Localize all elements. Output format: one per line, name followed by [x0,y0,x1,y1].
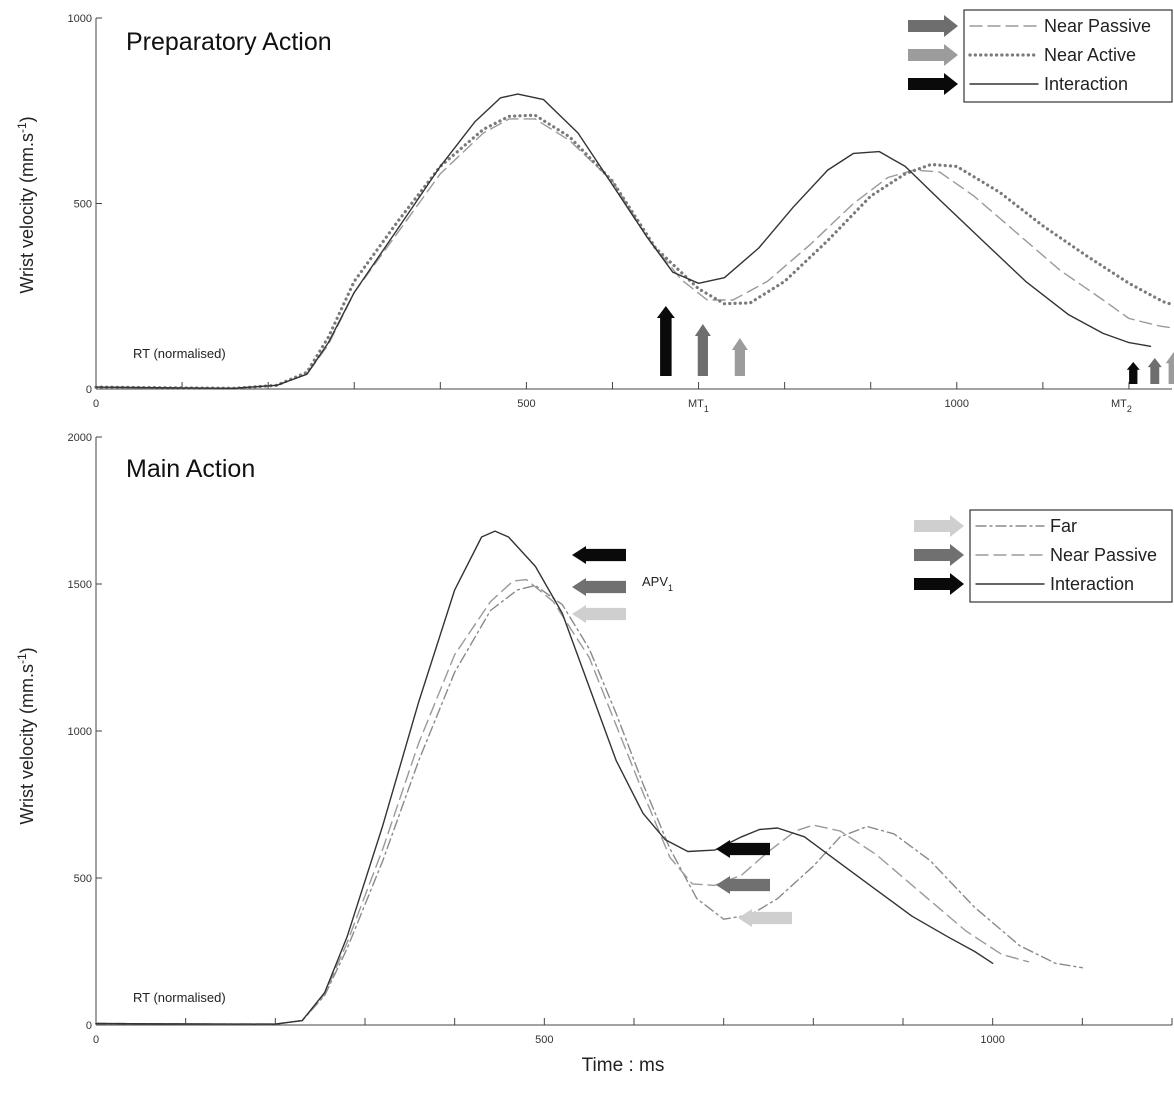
legend-top: Near Passive Near Active Interaction [908,9,1173,103]
y-tick-label: 1500 [68,579,92,591]
chart-main-action: Main Action Wrist velocity (mm.s-1) RT (… [15,432,1173,1046]
y-tick-label: 0 [86,1020,92,1032]
y-tick-label: 500 [74,199,92,211]
chart-preparatory-action: Preparatory Action Wrist velocity (mm.s-… [15,9,1174,414]
mt1-tick-label: MT1 [688,398,709,414]
x-tick-label: 500 [517,398,535,410]
mt2-arrow-near-passive [1147,358,1162,384]
mt2-arrow-near-active [1165,352,1174,384]
apv1-arrow-interaction [572,546,626,564]
legend-arrow-near-passive [908,15,958,37]
mt2-tick-label: MT2 [1111,398,1132,414]
series-line-interaction [95,530,994,1025]
legend-arrow-near-passive [914,544,964,566]
series-line-near-passive [95,578,1030,1025]
mt2-arrow-interaction [1126,362,1140,384]
mt1-arrow-interaction [656,306,675,376]
legend-arrow-near-active [908,44,958,66]
x-tick-label: 0 [93,398,99,410]
apv1-arrow-near-passive [572,578,626,596]
chart-title-main: Main Action [126,455,255,483]
legend-label-near-passive: Near Passive [1044,16,1151,36]
series-line-near-active [94,113,1174,390]
legend-arrow-interaction [908,73,958,95]
x-axis-label: Time : ms [582,1055,665,1076]
apv1-arrow-far [572,605,626,623]
apv2-arrow-interaction [716,840,770,858]
y-tick-label: 1000 [68,726,92,738]
x-tick-label: 0 [93,1034,99,1046]
y-tick-label: 0 [86,384,92,396]
mt1-arrow-near-passive [694,324,711,376]
x-tick-label: 500 [535,1034,553,1046]
legend-bottom: Far Near Passive Interaction [914,509,1173,603]
rt-normalised-label-bottom: RT (normalised) [133,990,226,1005]
legend-label-near-passive: Near Passive [1050,545,1157,565]
legend-label-far: Far [1050,516,1077,536]
chart-title-preparatory: Preparatory Action [126,28,332,56]
series-line-far [95,584,1083,1025]
apv1-label: APV1 [642,574,673,593]
mt1-arrow-near-active [731,338,748,376]
legend-arrow-far [914,515,964,537]
legend-label-near-active: Near Active [1044,45,1136,65]
legend-label-interaction: Interaction [1050,574,1134,594]
y-axis-label-top: Wrist velocity (mm.s-1) [15,116,37,293]
series-line-interaction [95,93,1152,389]
legend-arrow-interaction [914,573,964,595]
apv2-arrow-near-passive [716,876,770,894]
rt-normalised-label-top: RT (normalised) [133,346,226,361]
x-tick-label: 1000 [945,398,969,410]
y-axis-label-bottom: Wrist velocity (mm.s-1) [15,647,37,824]
y-tick-label: 500 [74,873,92,885]
series-line-near-passive [95,118,1173,389]
y-tick-label: 1000 [68,13,92,25]
apv2-arrow-far [738,909,792,927]
legend-label-interaction: Interaction [1044,74,1128,94]
y-tick-label: 2000 [68,432,92,444]
x-tick-label: 1000 [980,1034,1004,1046]
